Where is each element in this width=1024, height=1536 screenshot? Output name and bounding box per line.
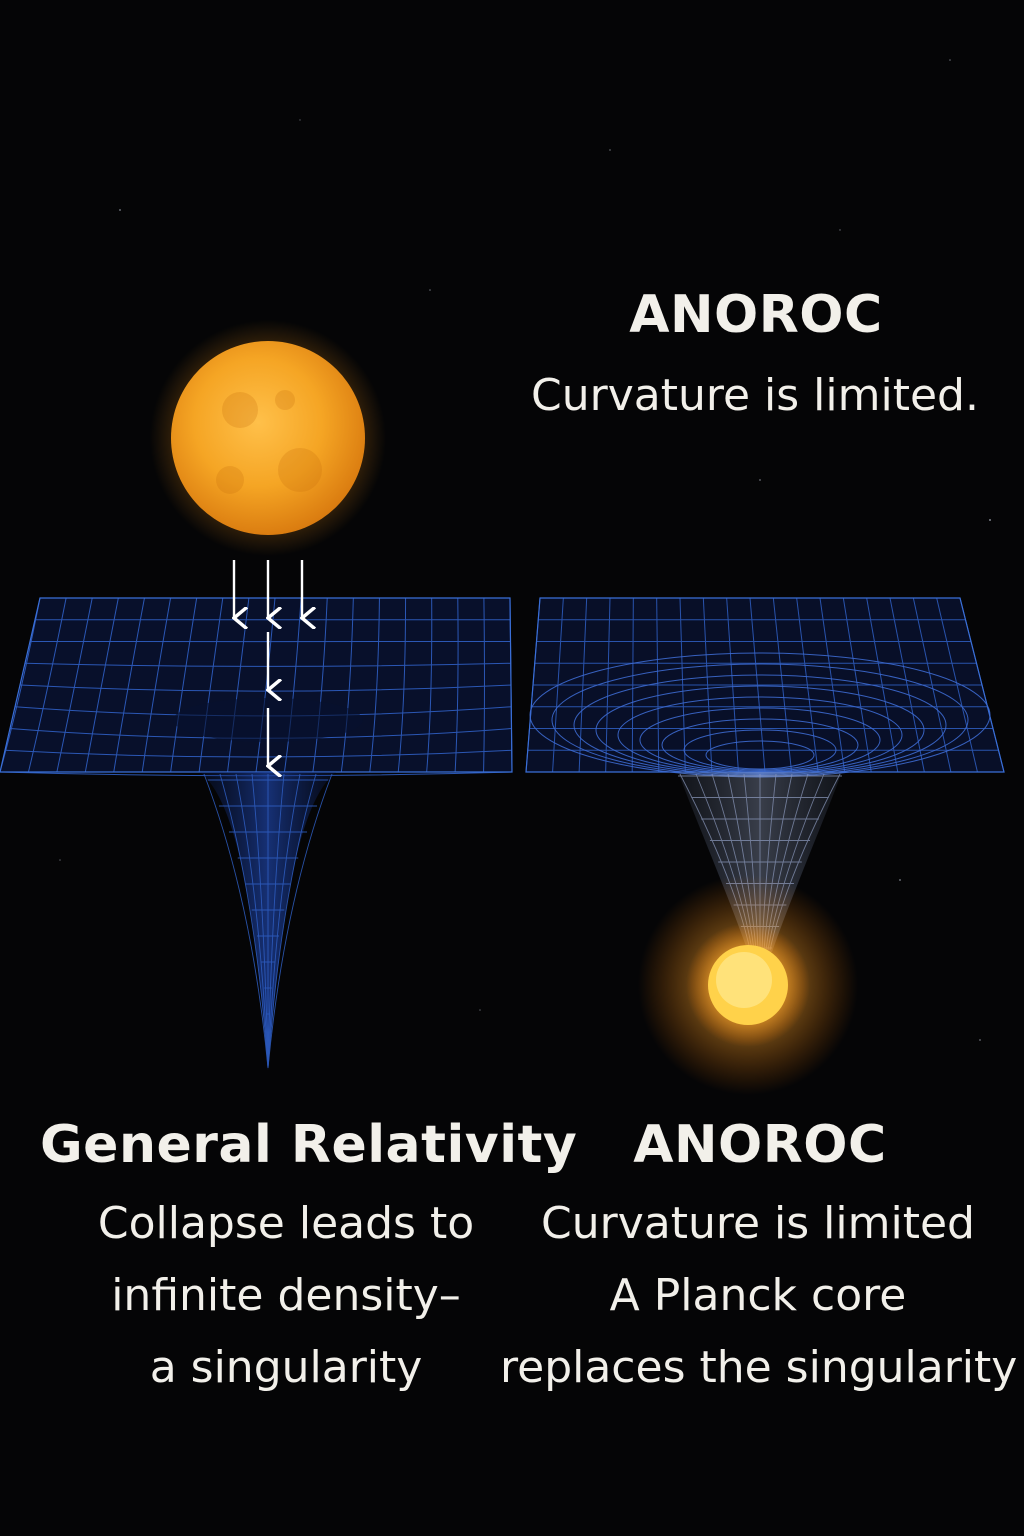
left-line-1: Collapse leads to (97, 1198, 475, 1249)
left-line-2: infinite density– (111, 1270, 461, 1321)
planck-core (638, 875, 858, 1095)
right-line-1: Curvature is limited (541, 1198, 975, 1249)
left-panel-description: Collapse leads to infinite density– a si… (56, 1188, 516, 1404)
right-panel-description: Curvature is limited A Planck core repla… (500, 1188, 1018, 1404)
infall-arrows (234, 560, 302, 766)
top-subtitle: Curvature is limited. (531, 370, 979, 421)
right-panel-title: ANOROC (633, 1115, 887, 1175)
right-line-3: replaces the singularity (500, 1342, 1018, 1393)
top-title: ANOROC (629, 285, 883, 345)
starfield (59, 59, 991, 1041)
left-spacetime-grid (0, 597, 513, 1070)
collapsing-star (150, 320, 386, 556)
left-panel-title: General Relativity (40, 1115, 578, 1175)
right-line-2: A Planck core (609, 1270, 907, 1321)
left-line-3: a singularity (149, 1342, 423, 1393)
